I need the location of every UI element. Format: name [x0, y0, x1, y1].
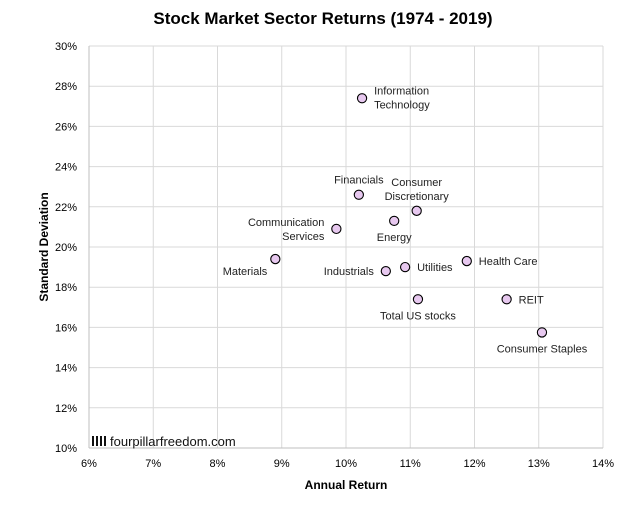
y-tick-label: 28% [55, 81, 77, 93]
four-pillars-icon [92, 436, 106, 446]
y-tick-label: 22% [55, 202, 77, 214]
y-tick-label: 16% [55, 322, 77, 334]
data-point [411, 205, 422, 216]
y-tick-label: 24% [55, 162, 77, 174]
x-tick-label: 6% [81, 458, 97, 470]
data-point [353, 189, 364, 200]
x-tick-label: 12% [463, 458, 485, 470]
data-point [331, 223, 342, 235]
y-axis-title: Standard Deviation [37, 192, 51, 301]
watermark: fourpillarfreedom.com [92, 434, 236, 449]
y-tick-label: 30% [55, 41, 77, 53]
data-point [380, 265, 391, 277]
y-tick-label: 18% [55, 282, 77, 294]
x-tick-label: 9% [274, 458, 290, 470]
point-label: Health Care [479, 256, 538, 268]
point-label: Consumer Staples [497, 343, 588, 355]
data-point [536, 327, 548, 338]
data-points [270, 93, 548, 338]
y-tick-label: 14% [55, 363, 77, 375]
x-tick-label: 8% [210, 458, 226, 470]
x-tick-label: 7% [145, 458, 161, 470]
grid-lines [89, 45, 604, 448]
point-label: Materials [223, 266, 268, 278]
x-tick-label: 11% [400, 458, 421, 470]
point-label: REIT [519, 294, 544, 306]
point-label: Total US stocks [380, 310, 456, 322]
x-axis-title: Annual Return [305, 478, 388, 492]
data-point [270, 253, 281, 265]
point-label: Financials [334, 175, 384, 187]
point-label: Consumer Discretionary [385, 177, 450, 203]
x-tick-label: 14% [592, 458, 614, 470]
y-tick-label: 10% [55, 443, 77, 455]
point-label: Information Technology [374, 85, 430, 111]
data-point [399, 261, 411, 273]
chart-title: Stock Market Sector Returns (1974 - 2019… [153, 9, 492, 28]
point-label: Energy [377, 232, 412, 244]
data-point [501, 294, 512, 305]
y-tick-label: 20% [55, 242, 77, 254]
point-label: Industrials [324, 266, 375, 278]
tick-labels: 6% 7% 8% 9% 10% 11% 12% 13% 14% 10% 12% 14% 16% 18% 20… [55, 41, 614, 470]
data-point [412, 294, 424, 305]
axes [88, 46, 603, 449]
x-tick-label: 10% [335, 458, 357, 470]
y-tick-label: 26% [55, 121, 77, 133]
point-label: Utilities [417, 262, 453, 274]
data-point [461, 255, 472, 267]
watermark-text: fourpillarfreedom.com [110, 434, 236, 449]
data-point [356, 93, 368, 104]
point-labels: Information Technology Financials Consumer D… [223, 85, 588, 355]
point-label: Communication Services [248, 217, 325, 243]
data-point [389, 215, 400, 227]
y-tick-label: 12% [55, 403, 77, 415]
x-tick-label: 13% [528, 458, 550, 470]
